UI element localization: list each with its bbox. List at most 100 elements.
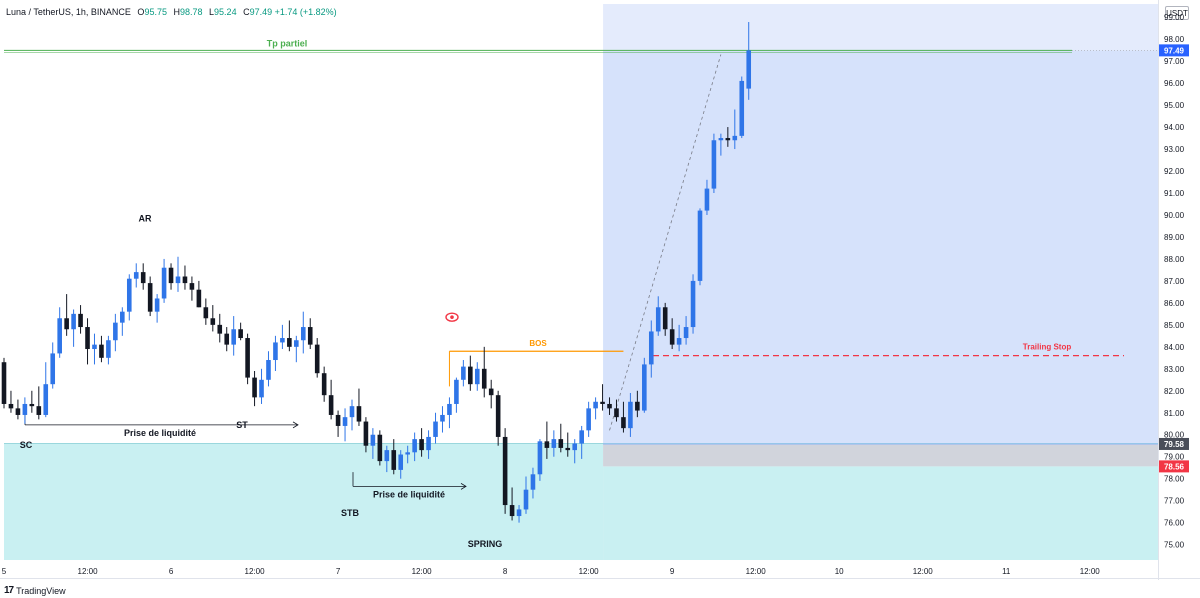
candle-body bbox=[419, 439, 424, 451]
y-tick-label: 80.00 bbox=[1164, 431, 1185, 440]
candle-body bbox=[544, 441, 550, 448]
candle-body bbox=[732, 135, 738, 141]
y-tick-label: 98.00 bbox=[1164, 35, 1185, 44]
candle-body bbox=[182, 276, 188, 284]
candle-body bbox=[433, 421, 438, 437]
candle-body bbox=[669, 329, 675, 345]
ar-label: AR bbox=[139, 214, 152, 224]
liquidity-2-label: Prise de liquidité bbox=[373, 489, 445, 499]
y-tick-label: 77.00 bbox=[1164, 497, 1185, 506]
candle-body bbox=[92, 344, 97, 350]
accumulation-zone-right bbox=[603, 466, 1158, 560]
tradingview-logo-icon: 17 bbox=[4, 585, 14, 596]
candle-body bbox=[495, 395, 501, 437]
candle-body bbox=[635, 401, 640, 411]
candle-body bbox=[8, 403, 14, 409]
brand: 17 TradingView bbox=[4, 585, 66, 596]
candle-body bbox=[154, 298, 160, 312]
candle-body bbox=[168, 267, 174, 284]
x-tick-label: 12:00 bbox=[78, 567, 99, 576]
tp-partiel-label: Tp partiel bbox=[267, 38, 308, 48]
target-zone bbox=[603, 50, 1158, 444]
candle-body bbox=[461, 366, 466, 380]
candle-body bbox=[662, 307, 668, 330]
candle-body bbox=[196, 289, 202, 308]
y-tick-label: 95.00 bbox=[1164, 101, 1185, 110]
candle-body bbox=[147, 283, 153, 312]
candle-body bbox=[64, 318, 69, 330]
high-value: 98.78 bbox=[179, 7, 203, 17]
candle-body bbox=[1, 362, 7, 404]
candle-body bbox=[29, 403, 35, 407]
candle-body bbox=[259, 379, 264, 398]
candle-body bbox=[398, 454, 404, 470]
y-tick-label: 81.00 bbox=[1164, 409, 1185, 418]
candle-body bbox=[537, 441, 543, 475]
candle-body bbox=[690, 280, 696, 328]
candle-body bbox=[342, 417, 348, 426]
candle-body bbox=[287, 338, 292, 347]
candle-body bbox=[683, 327, 689, 339]
candle-body bbox=[189, 283, 195, 290]
candle-body bbox=[426, 436, 431, 451]
candle-body bbox=[314, 344, 320, 374]
candle-body bbox=[565, 447, 571, 451]
price-tag-label: 97.49 bbox=[1164, 46, 1185, 55]
candle-body bbox=[43, 384, 49, 415]
candle-body bbox=[140, 272, 146, 284]
candle-body bbox=[621, 417, 626, 429]
candle-body bbox=[530, 474, 536, 490]
y-tick-label: 92.00 bbox=[1164, 167, 1185, 176]
candle-body bbox=[120, 311, 125, 323]
x-tick-label: 12:00 bbox=[245, 567, 266, 576]
candle-body bbox=[454, 379, 459, 404]
candle-body bbox=[356, 406, 362, 422]
candle-body bbox=[22, 403, 28, 415]
candle-body bbox=[238, 329, 243, 339]
candle-body bbox=[509, 505, 515, 517]
candle-body bbox=[697, 210, 703, 281]
open-value: 95.75 bbox=[144, 7, 167, 17]
candle-body bbox=[245, 338, 250, 378]
candle-body bbox=[711, 140, 717, 189]
spring-label: SPRING bbox=[468, 539, 503, 549]
candle-body bbox=[99, 344, 104, 358]
y-tick-label: 76.00 bbox=[1164, 519, 1185, 528]
candle-body bbox=[217, 324, 223, 334]
low-label: L bbox=[209, 7, 215, 17]
candle-body bbox=[655, 307, 661, 332]
candle-body bbox=[648, 331, 654, 365]
candle-body bbox=[593, 401, 598, 409]
y-tick-label: 88.00 bbox=[1164, 255, 1185, 264]
candle-body bbox=[704, 188, 710, 211]
x-tick-label: 9 bbox=[670, 567, 675, 576]
st-label: ST bbox=[236, 420, 248, 430]
candle-body bbox=[203, 307, 209, 319]
candle-body bbox=[628, 401, 633, 429]
candle-body bbox=[363, 421, 369, 446]
candle-body bbox=[607, 403, 612, 409]
symbol-title: Luna / TetherUS, 1h, BINANCE bbox=[6, 7, 131, 17]
candle-body bbox=[377, 434, 383, 462]
candle-body bbox=[391, 450, 397, 470]
y-tick-label: 97.00 bbox=[1164, 57, 1185, 66]
y-tick-label: 75.00 bbox=[1164, 541, 1185, 550]
x-tick-label: 12:00 bbox=[913, 567, 934, 576]
currency-button[interactable]: USDT bbox=[1165, 6, 1189, 20]
change-value: +1.74 (+1.82%) bbox=[274, 7, 337, 17]
stop-zone bbox=[603, 443, 1158, 467]
candle-body bbox=[642, 364, 647, 411]
high-label: H bbox=[173, 7, 180, 17]
candle-body bbox=[676, 338, 682, 345]
x-tick-label: 7 bbox=[336, 567, 341, 576]
candle-body bbox=[349, 406, 355, 418]
y-tick-label: 91.00 bbox=[1164, 189, 1185, 198]
candle-body bbox=[231, 329, 236, 345]
x-tick-label: 12:00 bbox=[579, 567, 600, 576]
x-tick-label: 12:00 bbox=[412, 567, 433, 576]
candle-body bbox=[252, 377, 257, 398]
y-tick-label: 93.00 bbox=[1164, 145, 1185, 154]
y-tick-label: 82.00 bbox=[1164, 387, 1185, 396]
candle-body bbox=[488, 388, 494, 396]
